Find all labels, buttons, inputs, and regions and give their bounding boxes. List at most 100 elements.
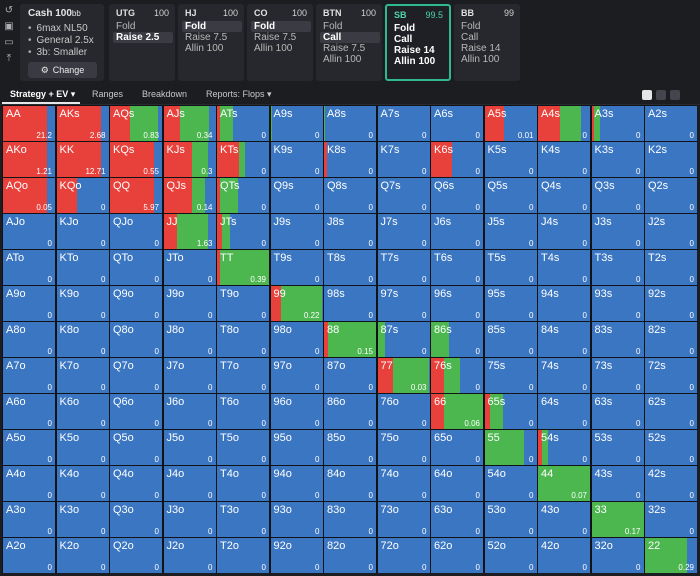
action-fold[interactable]: Fold — [323, 21, 343, 32]
action-allin-100[interactable]: Allin 100 — [394, 56, 436, 67]
action-allin-100[interactable]: Allin 100 — [254, 43, 293, 54]
hand-cell-76s[interactable]: 76s 0 — [431, 358, 483, 393]
position-card-utg[interactable]: UTG 100 Fold Raise 2.5 — [109, 4, 175, 81]
hand-cell-ats[interactable]: ATs 0 — [217, 106, 269, 141]
hand-cell-k2o[interactable]: K2o 0 — [56, 538, 109, 573]
hand-cell-j8o[interactable]: J8o 0 — [163, 322, 216, 357]
hand-cell-j9s[interactable]: J9s 0 — [270, 214, 323, 249]
hand-cell-72o[interactable]: 72o 0 — [377, 538, 430, 573]
hand-cell-94o[interactable]: 94o 0 — [270, 466, 323, 501]
hand-cell-95s[interactable]: 95s 0 — [484, 286, 537, 321]
hand-cell-kjo[interactable]: KJo 0 — [56, 214, 109, 249]
upload-icon[interactable]: ⤒ — [6, 53, 12, 64]
hand-cell-65o[interactable]: 65o 0 — [431, 430, 483, 465]
hand-cell-j2s[interactable]: J2s 0 — [645, 214, 697, 249]
hand-cell-k4o[interactable]: K4o 0 — [56, 466, 109, 501]
hand-cell-98o[interactable]: 98o 0 — [270, 322, 323, 357]
hand-cell-a7s[interactable]: A7s 0 — [377, 106, 430, 141]
hand-cell-66[interactable]: 66 0.06 — [431, 394, 483, 429]
hand-cell-kqo[interactable]: KQo 0 — [56, 178, 109, 213]
action-allin-100[interactable]: Allin 100 — [323, 54, 362, 65]
hand-cell-j3o[interactable]: J3o 0 — [163, 502, 216, 537]
tab-ranges[interactable]: Ranges — [92, 89, 124, 99]
hand-cell-96s[interactable]: 96s 0 — [431, 286, 483, 321]
hand-cell-jto[interactable]: JTo 0 — [163, 250, 216, 285]
action-raise-14[interactable]: Raise 14 — [461, 43, 501, 54]
hand-cell-86s[interactable]: 86s 0 — [431, 322, 483, 357]
hand-cell-t7o[interactable]: T7o 0 — [217, 358, 269, 393]
hand-cell-tt[interactable]: TT 0.39 — [217, 250, 269, 285]
hand-cell-54s[interactable]: 54s 0 — [538, 430, 590, 465]
hand-cell-kto[interactable]: KTo 0 — [56, 250, 109, 285]
hand-cell-jts[interactable]: JTs 0 — [217, 214, 269, 249]
action-raise-14[interactable]: Raise 14 — [394, 45, 435, 56]
hand-cell-32o[interactable]: 32o 0 — [591, 538, 644, 573]
view-grid-icon[interactable] — [656, 90, 666, 100]
hand-cell-82o[interactable]: 82o 0 — [324, 538, 376, 573]
action-raise-7-5[interactable]: Raise 7.5 — [254, 32, 297, 43]
hand-cell-k9o[interactable]: K9o 0 — [56, 286, 109, 321]
hand-cell-ato[interactable]: ATo 0 — [3, 250, 55, 285]
hand-cell-43o[interactable]: 43o 0 — [538, 502, 590, 537]
hand-cell-aks[interactable]: AKs 2.68 — [56, 106, 109, 141]
hand-cell-j7s[interactable]: J7s 0 — [377, 214, 430, 249]
hand-cell-83o[interactable]: 83o 0 — [324, 502, 376, 537]
hand-cell-74o[interactable]: 74o 0 — [377, 466, 430, 501]
hand-cell-a3s[interactable]: A3s 0 — [591, 106, 644, 141]
hand-cell-t9o[interactable]: T9o 0 — [217, 286, 269, 321]
hand-cell-94s[interactable]: 94s 0 — [538, 286, 590, 321]
hand-cell-k6s[interactable]: K6s 0 — [431, 142, 483, 177]
hand-cell-a8o[interactable]: A8o 0 — [3, 322, 55, 357]
hand-cell-j5s[interactable]: J5s 0 — [484, 214, 537, 249]
hand-cell-k9s[interactable]: K9s 0 — [270, 142, 323, 177]
hand-cell-86o[interactable]: 86o 0 — [324, 394, 376, 429]
hand-cell-53o[interactable]: 53o 0 — [484, 502, 537, 537]
hand-cell-42o[interactable]: 42o 0 — [538, 538, 590, 573]
hand-cell-83s[interactable]: 83s 0 — [591, 322, 644, 357]
hand-cell-t8s[interactable]: T8s 0 — [324, 250, 376, 285]
hand-cell-t2o[interactable]: T2o 0 — [217, 538, 269, 573]
hand-cell-j2o[interactable]: J2o 0 — [163, 538, 216, 573]
action-fold[interactable]: Fold — [461, 21, 481, 32]
hand-cell-qq[interactable]: QQ 5.97 — [110, 178, 162, 213]
hand-cell-k7o[interactable]: K7o 0 — [56, 358, 109, 393]
hand-cell-j4o[interactable]: J4o 0 — [163, 466, 216, 501]
hand-cell-k8s[interactable]: K8s 0 — [324, 142, 376, 177]
hand-cell-88[interactable]: 88 0.15 — [324, 322, 376, 357]
hand-cell-kjs[interactable]: KJs 0.3 — [163, 142, 216, 177]
hand-cell-53s[interactable]: 53s 0 — [591, 430, 644, 465]
action-call[interactable]: Call — [394, 34, 413, 45]
hand-cell-k3s[interactable]: K3s 0 — [591, 142, 644, 177]
tab-strategy-ev[interactable]: Strategy + EV ▾ — [10, 89, 76, 99]
hand-cell-t3o[interactable]: T3o 0 — [217, 502, 269, 537]
hand-cell-87o[interactable]: 87o 0 — [324, 358, 376, 393]
hand-cell-k4s[interactable]: K4s 0 — [538, 142, 590, 177]
hand-cell-93s[interactable]: 93s 0 — [591, 286, 644, 321]
hand-cell-aqo[interactable]: AQo 0.05 — [3, 178, 55, 213]
hand-cell-a6o[interactable]: A6o 0 — [3, 394, 55, 429]
hand-cell-q8s[interactable]: Q8s 0 — [324, 178, 376, 213]
hand-cell-52s[interactable]: 52s 0 — [645, 430, 697, 465]
hand-cell-62o[interactable]: 62o 0 — [431, 538, 483, 573]
view-compact-icon[interactable] — [642, 90, 652, 100]
hand-cell-aqs[interactable]: AQs 0.83 — [110, 106, 162, 141]
hand-cell-k2s[interactable]: K2s 0 — [645, 142, 697, 177]
hand-cell-85o[interactable]: 85o 0 — [324, 430, 376, 465]
action-call[interactable]: Call — [461, 32, 479, 43]
hand-cell-98s[interactable]: 98s 0 — [324, 286, 376, 321]
hand-cell-a2s[interactable]: A2s 0 — [645, 106, 697, 141]
hand-cell-q7o[interactable]: Q7o 0 — [110, 358, 162, 393]
hand-cell-33[interactable]: 33 0.17 — [591, 502, 644, 537]
hand-cell-85s[interactable]: 85s 0 — [484, 322, 537, 357]
hand-cell-q2s[interactable]: Q2s 0 — [645, 178, 697, 213]
position-card-sb[interactable]: SB 99.5 Fold Call Raise 14 Allin 100 — [385, 4, 451, 81]
hand-cell-44[interactable]: 44 0.07 — [538, 466, 590, 501]
hand-cell-84o[interactable]: 84o 0 — [324, 466, 376, 501]
hand-cell-93o[interactable]: 93o 0 — [270, 502, 323, 537]
hand-cell-t3s[interactable]: T3s 0 — [591, 250, 644, 285]
hand-cell-65s[interactable]: 65s 0 — [484, 394, 537, 429]
hand-cell-a9s[interactable]: A9s 0 — [270, 106, 323, 141]
hand-cell-k5o[interactable]: K5o 0 — [56, 430, 109, 465]
hand-cell-j6o[interactable]: J6o 0 — [163, 394, 216, 429]
hand-cell-32s[interactable]: 32s 0 — [645, 502, 697, 537]
